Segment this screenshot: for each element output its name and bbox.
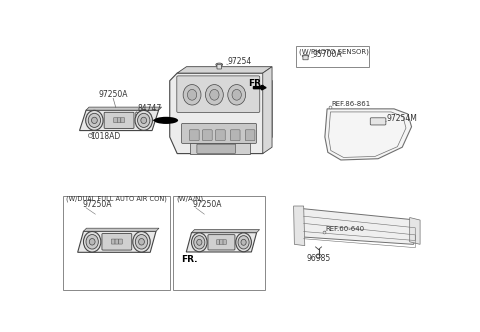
Text: (W/PHOTO SENSOR): (W/PHOTO SENSOR) <box>299 49 369 55</box>
Ellipse shape <box>154 117 178 124</box>
Text: REF.60-640: REF.60-640 <box>325 226 364 232</box>
Text: FR.: FR. <box>249 79 265 88</box>
FancyBboxPatch shape <box>220 240 223 244</box>
Text: (W/DUAL FULL AUTO AIR CON): (W/DUAL FULL AUTO AIR CON) <box>66 196 167 203</box>
FancyBboxPatch shape <box>197 144 236 153</box>
Polygon shape <box>192 229 260 233</box>
Polygon shape <box>296 208 419 244</box>
FancyBboxPatch shape <box>114 118 117 123</box>
Ellipse shape <box>228 85 246 105</box>
Polygon shape <box>263 67 272 154</box>
Ellipse shape <box>302 55 309 57</box>
FancyBboxPatch shape <box>216 240 220 244</box>
Ellipse shape <box>86 234 98 249</box>
Ellipse shape <box>205 85 223 105</box>
Polygon shape <box>294 206 305 246</box>
FancyBboxPatch shape <box>203 130 212 140</box>
Polygon shape <box>325 109 411 160</box>
Ellipse shape <box>183 85 201 105</box>
Ellipse shape <box>210 89 219 100</box>
Text: 97250A: 97250A <box>192 200 222 208</box>
Ellipse shape <box>141 117 146 124</box>
Polygon shape <box>80 110 158 130</box>
Ellipse shape <box>316 254 321 258</box>
FancyBboxPatch shape <box>111 239 115 244</box>
Ellipse shape <box>236 233 252 252</box>
FancyBboxPatch shape <box>303 56 308 60</box>
FancyBboxPatch shape <box>173 196 264 290</box>
FancyBboxPatch shape <box>217 64 221 69</box>
Text: FR.: FR. <box>181 255 197 264</box>
Text: 97254M: 97254M <box>386 114 417 123</box>
Ellipse shape <box>92 117 97 124</box>
Text: 97250A: 97250A <box>83 200 112 208</box>
Text: 97250A: 97250A <box>98 90 128 99</box>
Ellipse shape <box>197 239 202 245</box>
FancyBboxPatch shape <box>296 46 369 67</box>
Ellipse shape <box>232 89 241 100</box>
Polygon shape <box>78 231 156 252</box>
Ellipse shape <box>135 111 153 130</box>
Text: 95700A: 95700A <box>313 50 343 59</box>
Ellipse shape <box>135 234 148 249</box>
Ellipse shape <box>216 63 223 66</box>
FancyBboxPatch shape <box>208 235 235 250</box>
FancyBboxPatch shape <box>177 76 260 113</box>
Polygon shape <box>177 67 272 73</box>
Polygon shape <box>410 217 420 244</box>
Ellipse shape <box>194 236 205 249</box>
Text: 97254: 97254 <box>228 57 252 66</box>
Polygon shape <box>170 73 272 154</box>
FancyBboxPatch shape <box>230 130 240 140</box>
Ellipse shape <box>133 231 150 252</box>
Ellipse shape <box>241 239 246 245</box>
FancyBboxPatch shape <box>181 124 256 143</box>
Ellipse shape <box>139 238 144 245</box>
FancyBboxPatch shape <box>119 239 122 244</box>
FancyBboxPatch shape <box>115 239 119 244</box>
Ellipse shape <box>187 89 197 100</box>
Polygon shape <box>253 85 266 90</box>
FancyBboxPatch shape <box>104 112 134 128</box>
Text: 96985: 96985 <box>306 254 331 263</box>
FancyBboxPatch shape <box>117 118 121 123</box>
FancyBboxPatch shape <box>370 118 386 125</box>
Ellipse shape <box>88 113 101 127</box>
Polygon shape <box>186 233 257 252</box>
Ellipse shape <box>84 231 101 252</box>
Ellipse shape <box>192 233 207 252</box>
FancyBboxPatch shape <box>102 233 132 250</box>
Text: 84747: 84747 <box>137 104 161 113</box>
Polygon shape <box>190 143 250 154</box>
FancyBboxPatch shape <box>216 130 225 140</box>
Polygon shape <box>186 262 199 267</box>
FancyBboxPatch shape <box>63 196 170 290</box>
Ellipse shape <box>238 236 249 249</box>
Text: 1018AD: 1018AD <box>91 131 121 140</box>
FancyBboxPatch shape <box>223 240 227 244</box>
Text: (W/A/N): (W/A/N) <box>177 196 204 203</box>
FancyBboxPatch shape <box>121 118 124 123</box>
Polygon shape <box>84 228 159 231</box>
FancyBboxPatch shape <box>245 130 255 140</box>
Ellipse shape <box>89 238 95 245</box>
Ellipse shape <box>138 113 150 127</box>
Polygon shape <box>86 107 162 110</box>
Text: REF.86-861: REF.86-861 <box>332 101 371 107</box>
FancyBboxPatch shape <box>190 130 199 140</box>
Ellipse shape <box>86 111 103 130</box>
